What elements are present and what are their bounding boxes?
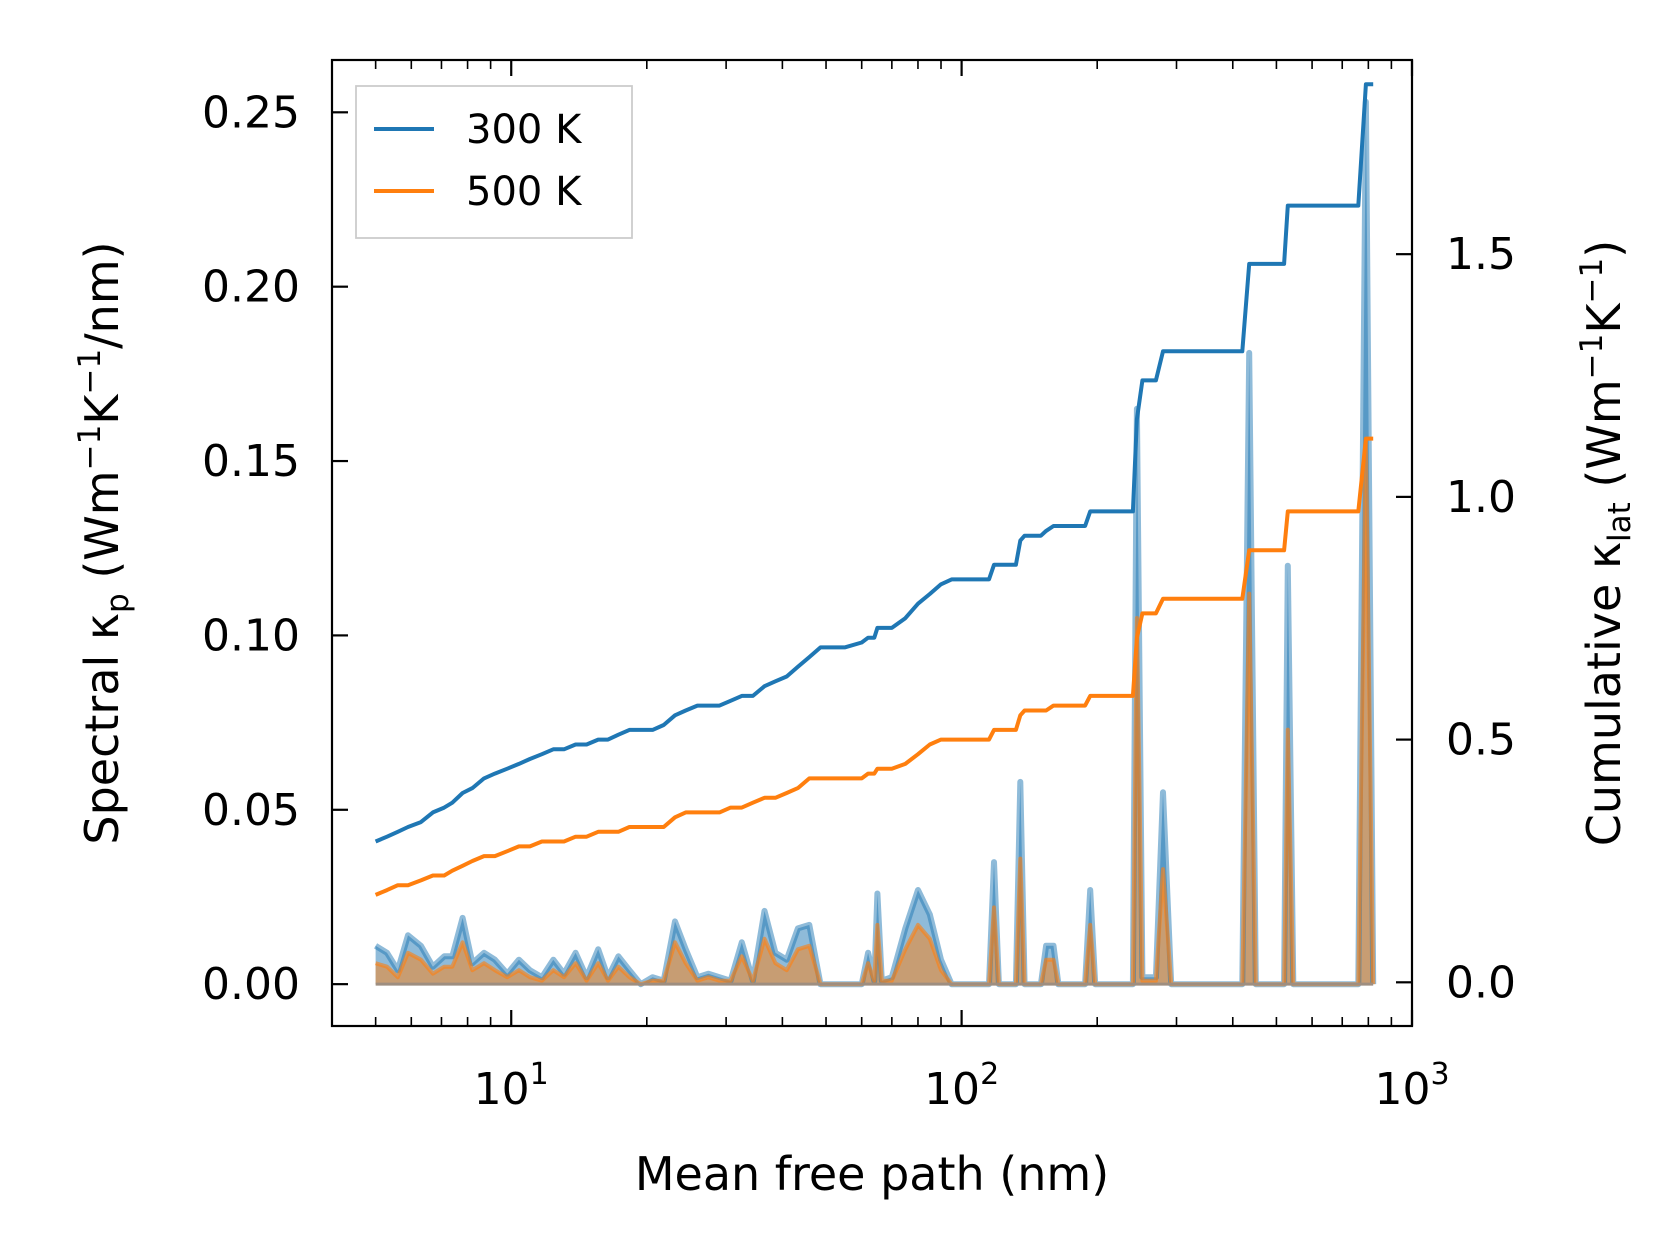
y-tick-label-right: 0.0 [1446, 957, 1516, 1008]
y-axis-title-left: Spectral κp (Wm−1K−1/nm) [72, 241, 136, 844]
y-tick-label-left: 0.25 [202, 87, 300, 138]
x-tick-label: 102 [924, 1057, 999, 1115]
y-tick-label-left: 0.15 [202, 436, 300, 487]
y-tick-label-left: 0.10 [202, 610, 300, 661]
cumulative-line-300k [374, 82, 1374, 844]
y-tick-label-right: 0.5 [1446, 715, 1516, 766]
legend-box [355, 85, 633, 239]
series-lines [374, 82, 1377, 988]
axis-ticks: 101 102 103 0.00 0.05 0.10 0.15 0.20 0.25 0.0 0.5 1… [202, 60, 1516, 1115]
legend: 300 K 500 K [355, 85, 633, 239]
legend-label-500k: 500 K [466, 169, 583, 215]
x-axis-title: Mean free path (nm) [635, 1147, 1109, 1201]
y-tick-label-left: 0.00 [202, 959, 300, 1010]
legend-label-300k: 300 K [466, 107, 583, 153]
x-tick-label: 101 [474, 1057, 549, 1115]
cumulative-line-500k [374, 436, 1374, 897]
y-axis-title-right: Cumulative κlat (Wm−1K−1) [1574, 240, 1638, 846]
x-tick-label: 103 [1374, 1057, 1449, 1115]
plot-frame [330, 58, 1414, 1028]
y-tick-label-right: 1.5 [1446, 229, 1516, 280]
y-tick-label-right: 1.0 [1446, 472, 1516, 523]
y-tick-label-left: 0.05 [202, 785, 300, 836]
y-tick-label-left: 0.20 [202, 262, 300, 313]
